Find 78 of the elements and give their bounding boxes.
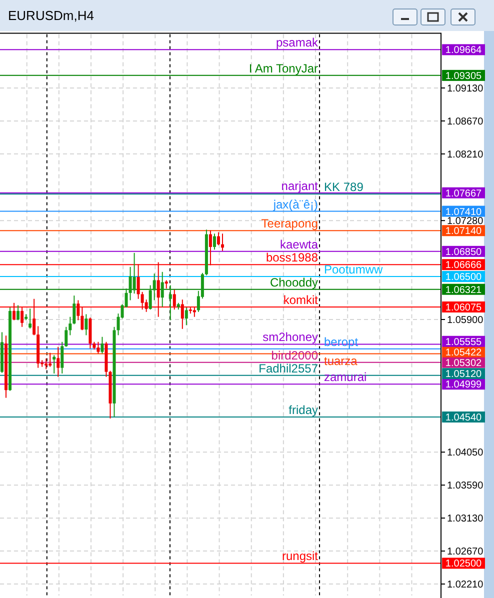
candlestick [184, 307, 188, 326]
candlestick [100, 336, 104, 354]
ref-line-label: KK 789 [324, 180, 364, 194]
text: 1.04999 [445, 380, 482, 391]
text: 1.07140 [445, 226, 482, 238]
y-tick-label: 1.03130 [447, 514, 484, 525]
candlestick [148, 284, 152, 310]
y-tick-label: 1.02210 [447, 580, 484, 591]
chart-title: EURUSDm,H4 [8, 8, 94, 23]
text: 1.05422 [445, 347, 482, 358]
candlestick [212, 233, 216, 250]
candlestick [96, 341, 100, 354]
ref-line-label: Fadhil2557 [258, 361, 318, 376]
candlestick [52, 354, 56, 374]
candlestick [48, 352, 52, 368]
text: 1.05555 [445, 336, 482, 348]
ref-line-label: Pootumww [324, 262, 384, 276]
candlestick [20, 307, 24, 328]
candlestick [156, 262, 160, 318]
ref-line-label: boss1988 [266, 250, 318, 265]
candlestick [128, 266, 132, 301]
candlestick [152, 273, 156, 301]
candlestick [172, 289, 176, 310]
ref-line-label: rungsit [282, 549, 319, 564]
candlestick [208, 230, 212, 266]
ref-line-label: I Am TonyJar [248, 61, 318, 76]
candlestick [56, 346, 60, 378]
candlestick [160, 271, 164, 308]
candlestick [16, 304, 20, 321]
ref-line-label: kaewta [280, 237, 318, 252]
y-tick-label: 1.04050 [447, 448, 484, 459]
ref-line-label: friday [288, 403, 318, 417]
text: 1.06850 [445, 246, 482, 258]
ref-line-label: sm2honey [262, 330, 318, 344]
candlestick [64, 326, 68, 348]
text: 1.06075 [445, 302, 482, 314]
candlestick [192, 307, 196, 318]
text: 1.04540 [445, 412, 482, 424]
candlestick [221, 233, 224, 252]
y-tick-label: 1.02670 [447, 546, 484, 558]
y-tick-label: 1.09130 [447, 83, 484, 94]
y-tick-label: 1.07280 [447, 216, 484, 228]
text: 1.09664 [445, 45, 482, 56]
candlestick [28, 308, 32, 330]
candlestick [84, 314, 88, 336]
ref-line-label: jax(à¨ê¡) [272, 197, 318, 212]
ref-line-label: Teerapong [261, 216, 318, 231]
text: 1.02500 [445, 558, 482, 570]
candlestick [180, 299, 184, 330]
text: 1.06500 [445, 272, 482, 283]
candlestick [140, 291, 144, 310]
candlestick [132, 252, 136, 294]
candlestick [60, 341, 64, 374]
candlestick [32, 298, 36, 336]
text: 1.09305 [445, 70, 482, 82]
candlestick [72, 295, 76, 325]
text: 1.06321 [445, 284, 482, 296]
candlestick [76, 300, 80, 321]
ref-line-label: psamak [276, 36, 319, 50]
candlestick [12, 302, 16, 321]
y-tick-label: 1.03590 [447, 480, 484, 492]
text: 1.05120 [445, 369, 482, 380]
ref-line-label: komkit [283, 292, 319, 307]
candlestick [68, 316, 72, 336]
text: 1.05302 [445, 358, 482, 369]
candlestick [216, 232, 220, 246]
y-tick-label: 1.08670 [447, 116, 484, 128]
ref-line-label: Chooddy [270, 275, 318, 290]
ref-line-label: narjant [281, 178, 319, 193]
candlestick [168, 284, 172, 321]
text: 1.07410 [445, 206, 482, 218]
candlestick [136, 264, 140, 300]
candlestick [44, 358, 48, 370]
text: 1.07667 [445, 188, 482, 200]
y-tick-label: 1.08210 [447, 149, 484, 160]
text: 1.06666 [445, 260, 482, 272]
y-tick-label: 1.05900 [447, 315, 484, 326]
candlestick [80, 306, 84, 331]
